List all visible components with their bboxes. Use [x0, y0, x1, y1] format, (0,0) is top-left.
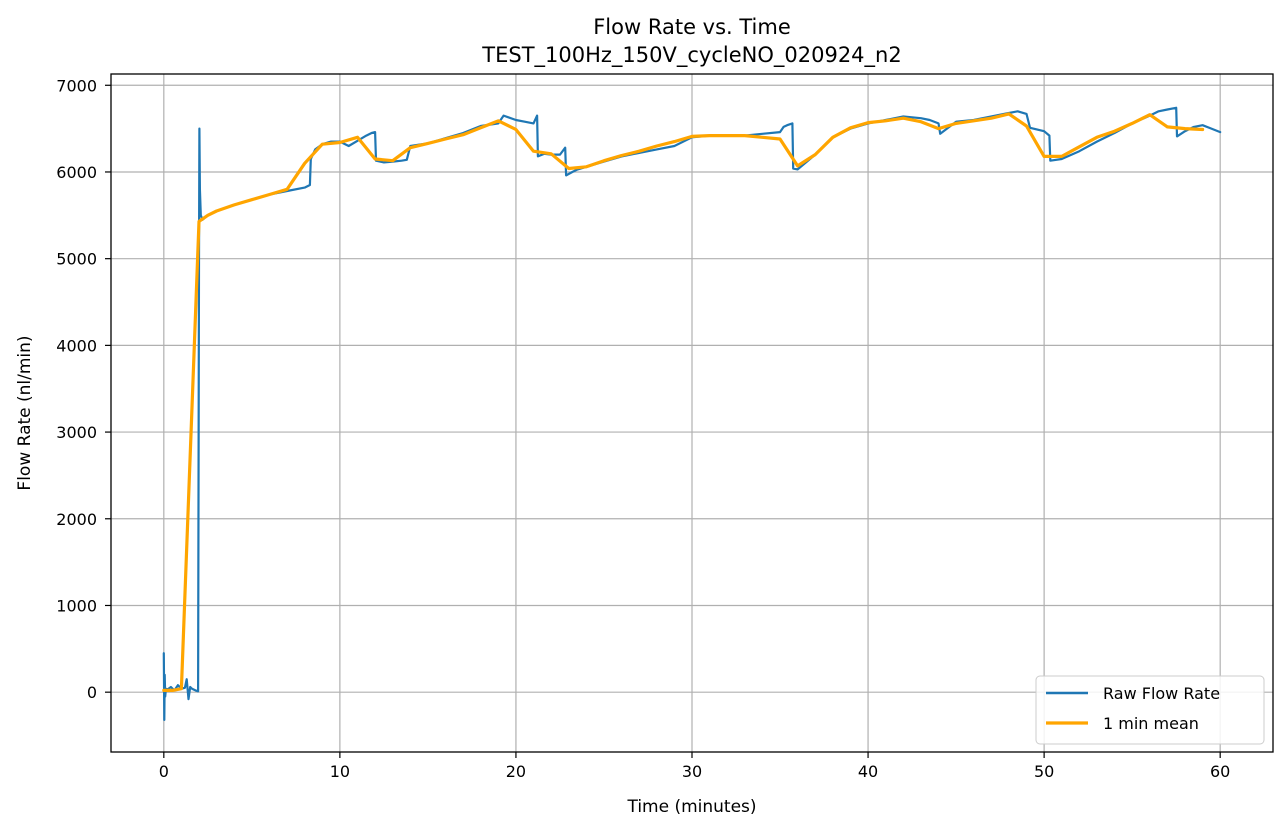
chart-title: Flow Rate vs. Time [593, 15, 791, 39]
y-tick-label: 6000 [56, 163, 97, 182]
x-axis-label: Time (minutes) [626, 797, 756, 817]
x-tick-label: 30 [682, 762, 702, 781]
x-tick-label: 40 [858, 762, 878, 781]
chart-subtitle: TEST_100Hz_150V_cycleNO_020924_n2 [481, 43, 901, 68]
grid-lines [111, 74, 1273, 752]
y-tick-label: 0 [87, 683, 97, 702]
y-tick-label: 1000 [56, 596, 97, 615]
x-tick-label: 20 [506, 762, 526, 781]
y-tick-label: 4000 [56, 336, 97, 355]
legend-label-mean: 1 min mean [1103, 714, 1199, 733]
x-tick-label: 10 [330, 762, 350, 781]
y-axis-label: Flow Rate (nl/min) [15, 335, 35, 490]
y-tick-label: 2000 [56, 510, 97, 529]
legend-box [1035, 675, 1265, 745]
x-tick-label: 50 [1034, 762, 1054, 781]
legend-label-raw: Raw Flow Rate [1103, 684, 1220, 703]
series-one-min-mean-line [162, 112, 1205, 693]
x-tick-label: 0 [159, 762, 169, 781]
y-tick-label: 7000 [56, 76, 97, 95]
y-tick-label: 5000 [56, 250, 97, 269]
y-tick-label: 3000 [56, 423, 97, 442]
y-ticks: 0 1000 2000 3000 4000 5000 6000 7000 [56, 76, 111, 702]
series-layer [162, 106, 1222, 722]
x-tick-label: 60 [1210, 762, 1230, 781]
legend: Raw Flow Rate 1 min mean [1035, 675, 1265, 745]
x-ticks: 0 10 20 30 40 50 60 [159, 752, 1230, 781]
